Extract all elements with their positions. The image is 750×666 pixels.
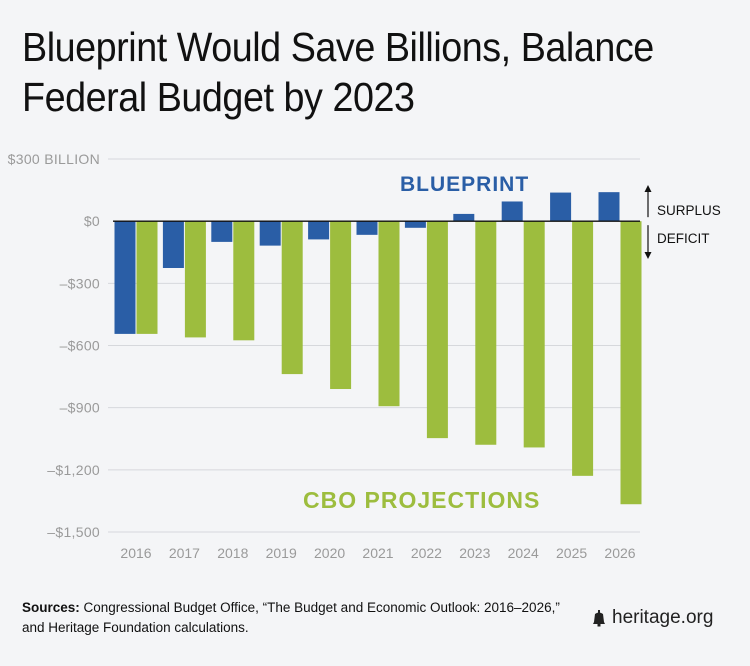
x-tick-label: 2019 xyxy=(266,545,297,561)
y-tick-label: –$1,200 xyxy=(47,462,100,478)
blueprint-bar xyxy=(162,221,184,268)
brand[interactable]: heritage.org xyxy=(592,607,713,629)
y-tick-label: –$900 xyxy=(60,400,100,416)
blueprint-bar xyxy=(404,221,426,228)
liberty-bell-icon xyxy=(592,609,606,627)
series-label-cbo: CBO PROJECTIONS xyxy=(303,487,540,513)
sources-note: Sources: Congressional Budget Office, “T… xyxy=(22,598,582,638)
x-tick-label: 2025 xyxy=(556,545,587,561)
cbo-bar xyxy=(281,221,303,375)
sources-text: Congressional Budget Office, “The Budget… xyxy=(22,600,560,635)
blueprint-bar xyxy=(453,213,475,222)
cbo-bar xyxy=(475,221,497,445)
title-line-2: Federal Budget by 2023 xyxy=(22,74,415,120)
x-tick-label: 2018 xyxy=(217,545,248,561)
series-label-blueprint: BLUEPRINT xyxy=(400,173,529,196)
blueprint-bar xyxy=(598,192,620,222)
surplus-arrowhead xyxy=(644,185,652,192)
blueprint-bar xyxy=(259,221,281,246)
blueprint-bar xyxy=(308,221,330,240)
cbo-bar xyxy=(330,221,352,390)
cbo-bar xyxy=(378,221,400,407)
cbo-bar xyxy=(136,221,158,334)
title-line-1: Blueprint Would Save Billions, Balance xyxy=(22,24,654,70)
surplus-label: SURPLUS xyxy=(657,203,721,218)
brand-text: heritage.org xyxy=(612,607,714,628)
cbo-bar xyxy=(572,221,594,476)
deficit-arrowhead xyxy=(644,252,652,259)
blueprint-bar xyxy=(356,221,378,235)
y-tick-label: –$1,500 xyxy=(47,524,100,540)
cbo-bar xyxy=(233,221,255,341)
y-tick-label: –$300 xyxy=(60,275,100,291)
deficit-label: DEFICIT xyxy=(657,231,710,246)
x-tick-label: 2023 xyxy=(459,545,490,561)
y-tick-label: –$600 xyxy=(60,338,100,354)
blueprint-bar xyxy=(211,221,233,242)
x-tick-label: 2016 xyxy=(120,545,151,561)
x-tick-label: 2017 xyxy=(169,545,200,561)
chart-title: Blueprint Would Save Billions, Balance F… xyxy=(22,22,675,122)
blueprint-bar xyxy=(114,221,136,334)
cbo-bar xyxy=(523,221,545,448)
x-tick-label: 2021 xyxy=(362,545,393,561)
sources-label: Sources: xyxy=(22,600,80,615)
cbo-bar xyxy=(426,221,448,439)
x-tick-label: 2026 xyxy=(604,545,635,561)
x-tick-label: 2024 xyxy=(508,545,539,561)
cbo-bar xyxy=(620,221,642,505)
bar-chart: $300 BILLION $0 –$300 –$600 –$900 –$1,200 –$1,… xyxy=(8,151,721,561)
blueprint-bar xyxy=(501,201,523,222)
x-tick-label: 2020 xyxy=(314,545,345,561)
y-tick-label: $300 BILLION xyxy=(8,151,100,167)
x-tick-label: 2022 xyxy=(411,545,442,561)
y-tick-label: $0 xyxy=(84,213,100,229)
blueprint-bar xyxy=(550,192,572,222)
cbo-bar xyxy=(184,221,206,338)
